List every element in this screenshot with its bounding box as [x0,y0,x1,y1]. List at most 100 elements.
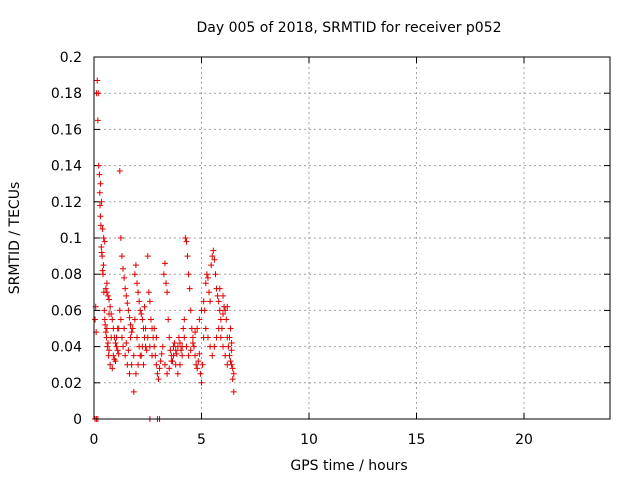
data-point [104,292,111,299]
data-point [202,325,209,332]
data-point [127,334,134,341]
data-point [101,238,108,245]
data-point [222,307,229,314]
data-point [212,271,219,278]
data-point [149,352,156,359]
data-point [135,289,142,296]
data-point [228,339,235,346]
y-tick-label: 0 [73,412,82,428]
data-point [125,347,132,354]
data-point [199,361,206,368]
data-point [215,298,222,305]
data-point [100,262,107,269]
data-point [206,289,213,296]
data-point [97,180,104,187]
data-point [107,361,114,368]
data-point [164,370,171,377]
data-point [220,292,226,299]
data-point [138,352,145,359]
data-point [127,321,134,328]
data-points [92,77,237,422]
data-point [207,298,214,305]
data-point [211,343,218,350]
data-point [102,285,109,292]
data-point [98,244,105,251]
data-point [97,222,104,229]
data-point [194,325,201,332]
data-point [94,77,101,84]
data-point [225,343,232,350]
data-point [120,265,127,272]
data-point [97,213,104,220]
data-point [180,325,187,332]
data-point [104,343,111,350]
y-tick-label: 0.1 [60,231,82,247]
data-point [161,361,168,368]
data-point [228,347,235,354]
data-point [153,361,160,368]
y-tick-label: 0.2 [60,50,82,66]
y-tick-label: 0.06 [51,303,82,319]
data-point [96,189,103,196]
data-point [170,352,177,359]
data-point [109,316,116,323]
data-point [100,271,107,278]
data-point [181,316,188,323]
data-point [217,334,224,341]
data-point [192,352,199,359]
data-point [101,316,108,323]
data-point [209,253,216,260]
data-point [113,334,120,341]
y-tick-label: 0.08 [51,267,82,283]
data-point [203,271,210,278]
data-point [112,339,119,346]
data-point [216,285,223,292]
data-point [183,343,190,350]
data-point [94,117,101,124]
data-point [166,365,173,372]
data-point [214,292,221,299]
y-tick-label: 0.16 [51,122,82,138]
data-point [186,285,193,292]
data-point [204,334,211,341]
data-point [198,379,205,386]
data-point [132,370,139,377]
data-point [131,316,138,323]
data-point [230,388,237,395]
data-point [100,235,107,241]
data-point [144,253,151,260]
data-point [108,334,115,341]
data-point [223,316,230,323]
data-point [160,271,167,278]
data-point [167,347,174,354]
data-point [185,271,192,278]
data-point [96,171,103,178]
data-point [157,358,164,365]
data-point [181,334,188,341]
data-point [146,343,153,350]
data-point [112,358,119,365]
data-point [165,316,172,323]
data-point [227,358,234,365]
data-point [104,339,111,346]
data-point [189,334,196,341]
data-point [116,307,123,314]
x-tick-label: 5 [197,432,206,448]
data-point [123,339,130,346]
data-point [210,247,217,254]
data-point [224,303,231,310]
data-point [109,365,116,372]
data-point [97,202,104,209]
data-point [136,343,143,350]
data-point [217,316,224,323]
data-point [102,321,109,328]
data-point [110,352,117,359]
data-point [115,350,122,357]
data-point [177,361,183,368]
data-point [106,296,113,303]
data-point [153,334,160,341]
data-point [166,334,173,341]
data-point [95,162,102,169]
data-point [143,347,150,354]
